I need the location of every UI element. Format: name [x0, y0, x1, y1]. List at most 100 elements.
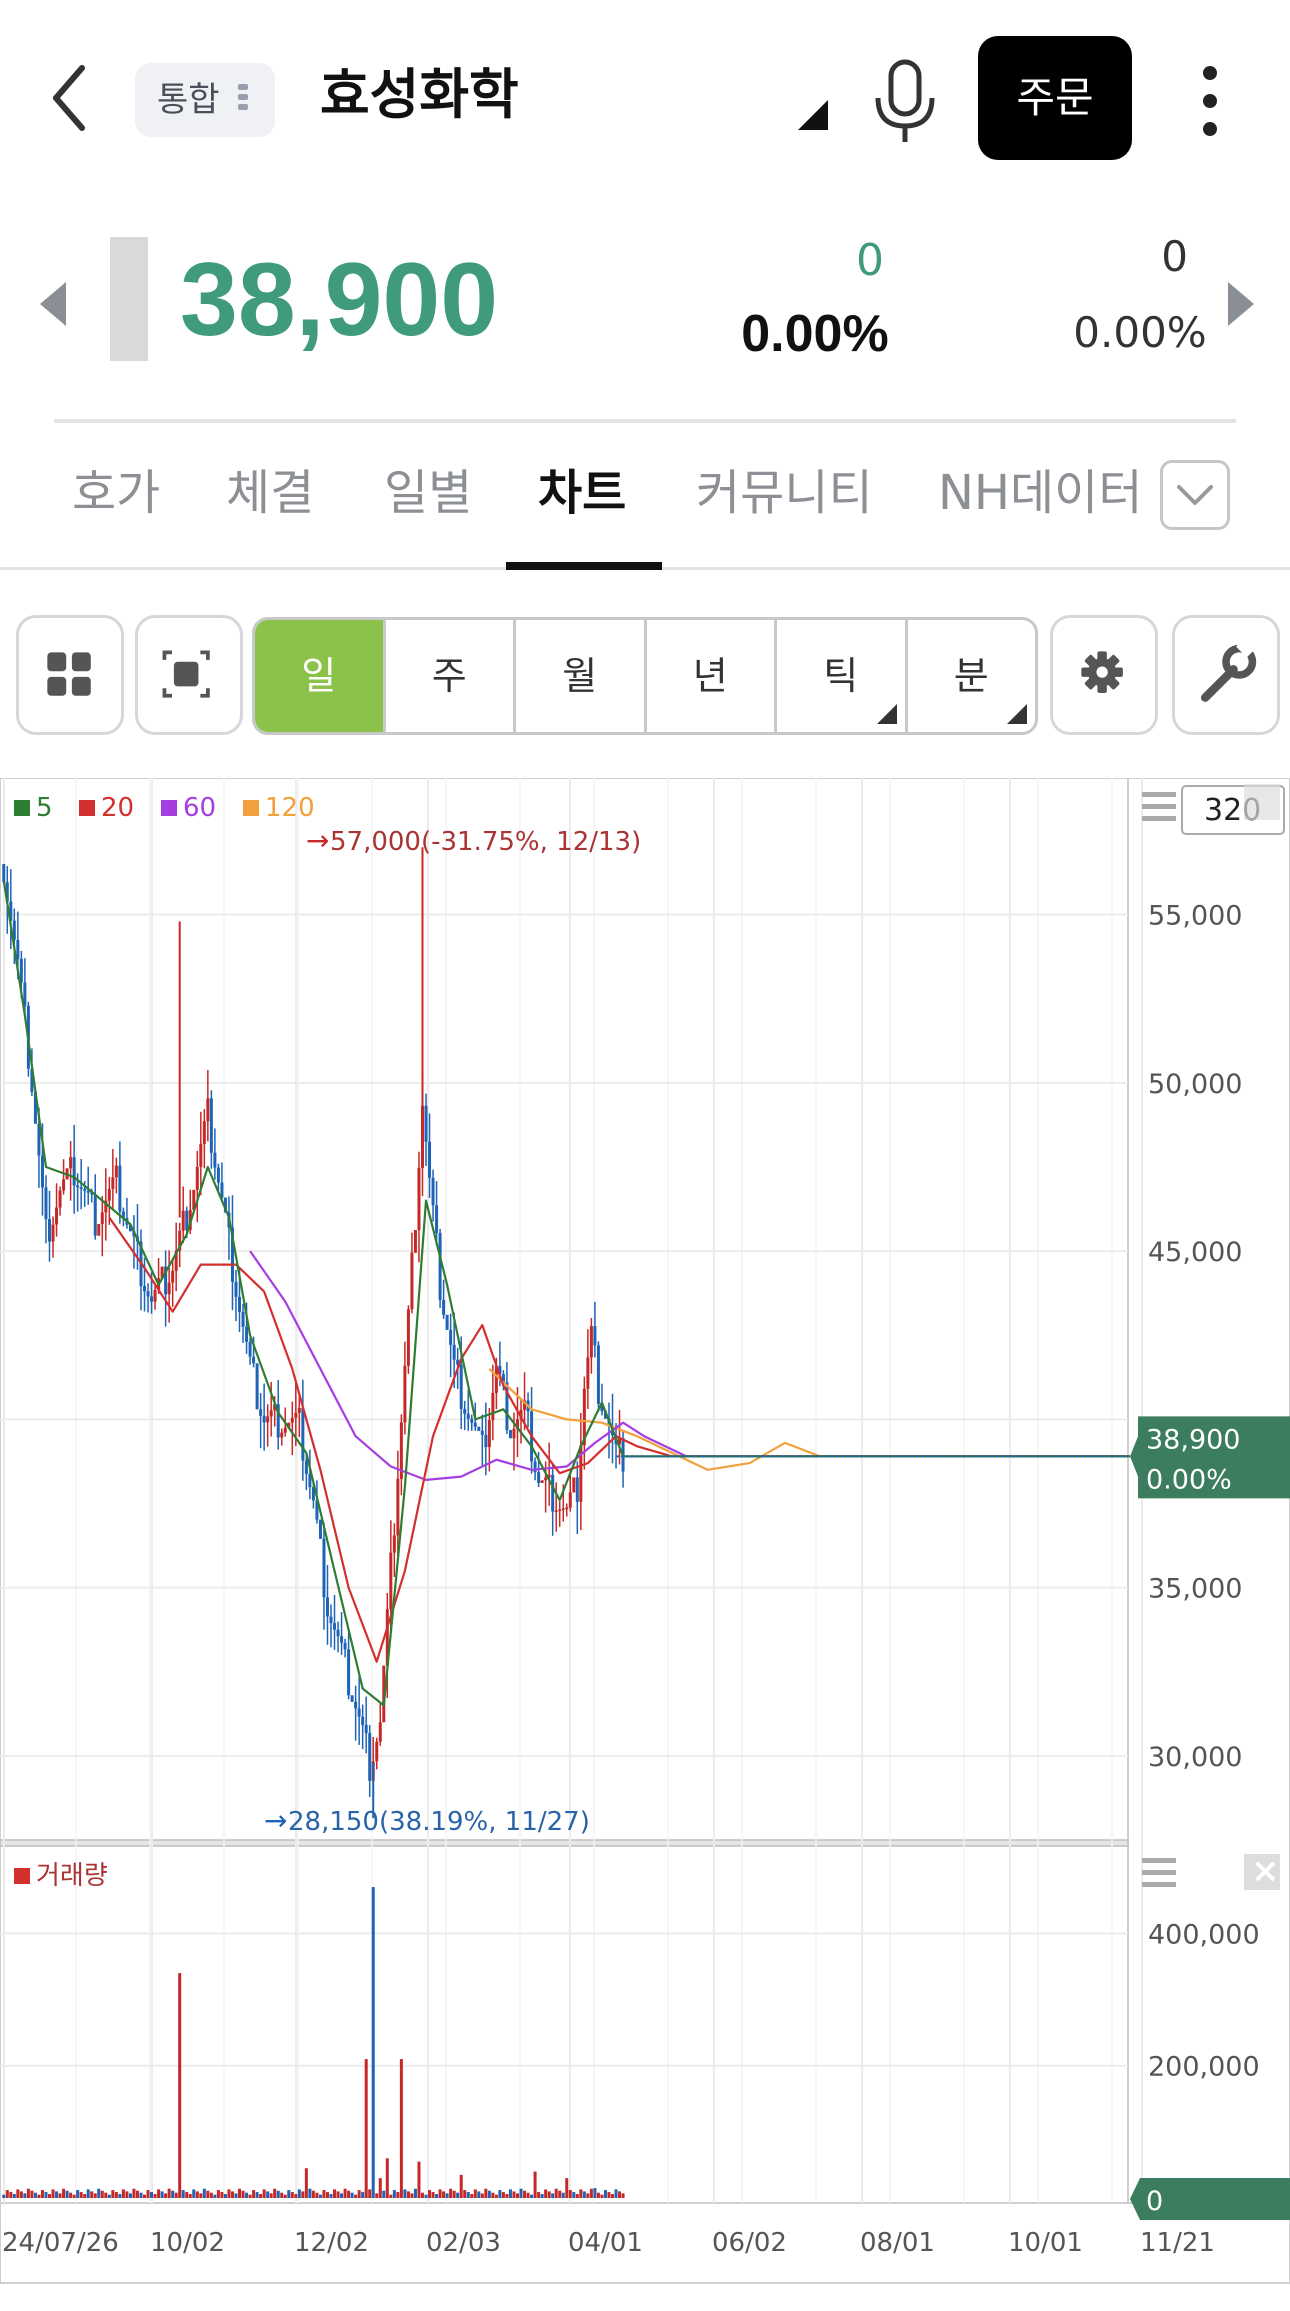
volume-bar [480, 2193, 484, 2198]
candle-body [12, 920, 16, 940]
candle-body [452, 1344, 456, 1360]
top-app-bar: 통합 효성화학 주문 [0, 0, 1290, 190]
high-arrow-icon: → [306, 824, 329, 857]
volume-bar [143, 2194, 147, 2198]
x-tick-label: 08/01 [860, 2228, 935, 2258]
volume-bar [614, 2189, 618, 2198]
candle-body [315, 1500, 319, 1520]
candle-body [2, 864, 6, 883]
next-stock-icon[interactable] [1228, 282, 1254, 326]
volume-bar [336, 2191, 340, 2198]
candle-body [146, 1291, 150, 1297]
tab-chart[interactable]: 차트 [538, 465, 627, 521]
candle-body [55, 1207, 59, 1225]
candle-body [238, 1296, 242, 1312]
volume-bar [361, 2192, 365, 2198]
candle-body [114, 1165, 118, 1178]
candle-body [410, 1252, 414, 1310]
menu-icon-line [1142, 816, 1176, 821]
candle-body [498, 1365, 502, 1375]
tab-daily[interactable]: 일별 [384, 465, 473, 521]
tab-orderbook[interactable]: 호가 [72, 465, 161, 521]
volume-bar [9, 2192, 13, 2198]
candle-body [37, 1123, 41, 1156]
volume-close-button [1244, 1854, 1280, 1890]
volume-bar [83, 2194, 87, 2198]
order-button[interactable]: 주문 [978, 36, 1132, 160]
period-week[interactable]: 주 [382, 620, 514, 732]
candle-body [494, 1365, 498, 1393]
chart-area[interactable]: 24/07/26 10/02 12/02 02/03 04/01 06/02 08/01 10… [0, 777, 1290, 2311]
candle-body [456, 1359, 460, 1365]
candle-body [51, 1224, 55, 1242]
volume-bar [37, 2194, 41, 2198]
volume-bar [297, 2189, 301, 2198]
period-year[interactable]: 년 [643, 620, 775, 732]
candle-body [442, 1299, 446, 1315]
x-tick-label: 24/07/26 [2, 2228, 119, 2258]
market-chip[interactable]: 통합 [135, 63, 275, 137]
chevron-left-icon[interactable] [48, 62, 92, 134]
legend-label: 20 [101, 793, 134, 823]
y-tick-label: 45,000 [1148, 1237, 1242, 1268]
volume-bar [283, 2194, 287, 2198]
candle-body [508, 1429, 512, 1439]
chart-settings-button[interactable] [1050, 615, 1158, 735]
candle-body [406, 1309, 410, 1366]
microphone-icon[interactable] [870, 58, 940, 146]
candle-body [76, 1185, 80, 1188]
candle-body [16, 939, 20, 960]
candle-body [143, 1286, 147, 1292]
volume-tick-label: 200,000 [1148, 2052, 1260, 2083]
layout-grid-button[interactable] [16, 615, 124, 735]
period-day[interactable]: 일 [255, 620, 383, 732]
x-tick-label: 10/02 [150, 2228, 225, 2258]
chart-tools-button[interactable] [1172, 615, 1280, 735]
candle-body [333, 1623, 337, 1630]
volume-bar [456, 2192, 460, 2198]
candle-body [463, 1408, 467, 1414]
volume-bar [600, 2194, 604, 2198]
high-annotation: 57,000(-31.75%, 12/13) [330, 827, 641, 857]
candle-body [104, 1200, 108, 1213]
period-month[interactable]: 월 [513, 620, 644, 732]
candle-body [33, 1091, 37, 1124]
tab-community[interactable]: 커뮤니티 [696, 465, 873, 521]
ma5-line [2, 880, 1130, 1707]
tab-nh-data[interactable]: NH데이터 [938, 465, 1143, 521]
volume-bar [128, 2193, 132, 2198]
volume-bar [431, 2192, 435, 2198]
volume-bar [385, 2158, 389, 2198]
volume-bar [325, 2192, 329, 2198]
tab-expand-button[interactable] [1160, 460, 1230, 530]
price-change: 0 [856, 235, 884, 286]
dropdown-corner-icon[interactable] [798, 100, 828, 130]
period-tick[interactable]: 틱 [774, 620, 905, 732]
stock-name[interactable]: 효성화학 [320, 63, 519, 126]
active-tab-indicator [506, 562, 662, 570]
volume-bar [30, 2190, 34, 2198]
candle-body [259, 1409, 263, 1416]
volume-bar [318, 2194, 322, 2198]
prev-stock-icon[interactable] [40, 282, 66, 326]
candle-body [554, 1510, 558, 1513]
volume-bar [111, 2190, 115, 2198]
more-vertical-icon[interactable] [1198, 66, 1222, 136]
tab-trades[interactable]: 체결 [226, 465, 315, 521]
volume-bar [589, 2188, 593, 2198]
candle-body [69, 1157, 73, 1169]
stock-chart[interactable]: 24/07/26 10/02 12/02 02/03 04/01 06/02 08/01 10… [0, 777, 1290, 2288]
volume-zero-tag [1130, 2178, 1290, 2220]
candle-body [537, 1472, 541, 1483]
volume-bar [287, 2190, 291, 2198]
current-price-tag-value: 38,900 [1146, 1424, 1240, 1455]
volume-bar [121, 2189, 125, 2198]
volume-bar [343, 2188, 347, 2198]
candle-body [97, 1223, 101, 1236]
volume-bar [442, 2191, 446, 2198]
candle-body [378, 1722, 382, 1742]
fullscreen-button[interactable] [135, 615, 243, 735]
y-tick-label: 50,000 [1148, 1069, 1242, 1100]
volume-bar [512, 2191, 516, 2198]
period-minute[interactable]: 분 [904, 620, 1036, 732]
